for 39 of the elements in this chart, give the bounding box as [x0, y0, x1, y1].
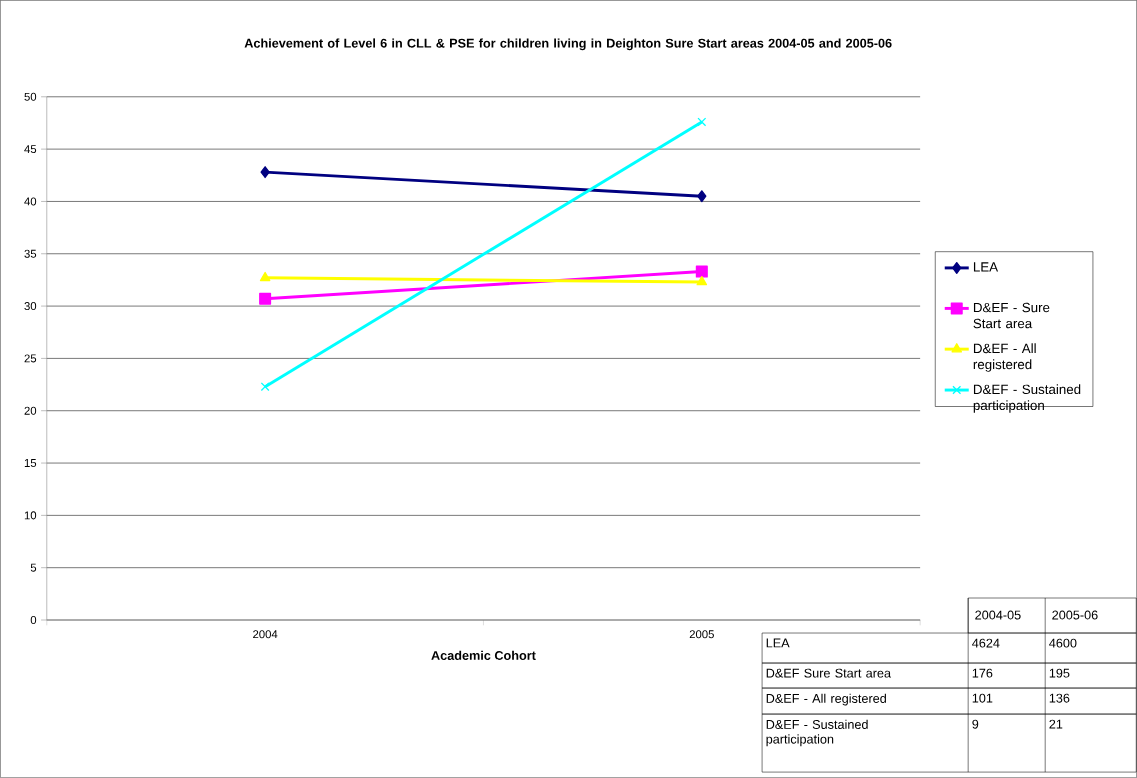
data-label: 101	[972, 693, 993, 703]
point	[260, 382, 270, 392]
y-tick-label: 5	[30, 563, 37, 572]
y-tick-label: 25	[24, 354, 37, 363]
y-tick-label: 15	[24, 459, 37, 468]
y-tick-label: 40	[24, 197, 37, 206]
x-axis-title: Academic Cohort	[431, 650, 536, 661]
y-tick-label: 20	[24, 406, 37, 415]
point	[259, 292, 272, 305]
chart-title: Achievement of Level 6 in CLL & PSE for children living in Deighton Sure Start areas 2004-05 and 2005-06	[244, 38, 892, 51]
legend-label: D&EF - All registered	[973, 343, 1036, 372]
x-tick-label: 2005	[689, 630, 714, 639]
y-tick-label: 50	[24, 92, 37, 101]
data-label: 136	[1049, 693, 1070, 703]
category-label: 2005-06	[1052, 610, 1098, 620]
y-tick-label: 45	[24, 145, 37, 154]
data-label: 176	[972, 668, 993, 678]
data-label: 4624	[972, 638, 1000, 648]
point	[260, 166, 270, 179]
point	[697, 117, 707, 127]
y-tick-label: 30	[24, 302, 37, 311]
x-tick-label: 2004	[253, 630, 278, 639]
category-label: 2004-05	[975, 610, 1021, 620]
y-tick-label: 0	[30, 616, 37, 625]
text: D&EF - All registered	[766, 693, 886, 706]
text: LEA	[766, 638, 790, 648]
data-label: 4600	[1049, 638, 1077, 648]
point	[697, 190, 707, 203]
y-tick-label: 35	[24, 249, 37, 258]
data-label: 195	[1049, 668, 1070, 678]
text: D&EF Sure Start area	[766, 668, 892, 678]
data-label: 21	[1049, 719, 1063, 729]
data-label: 9	[972, 719, 979, 729]
point	[695, 265, 708, 278]
text: D&EF - Sustained participation	[766, 719, 868, 747]
legend-label: D&EF - Sustained participation	[973, 384, 1081, 413]
legend-label: LEA	[973, 262, 999, 272]
legend-label: D&EF - Sure Start area	[973, 302, 1050, 329]
y-tick-label: 10	[24, 511, 37, 520]
